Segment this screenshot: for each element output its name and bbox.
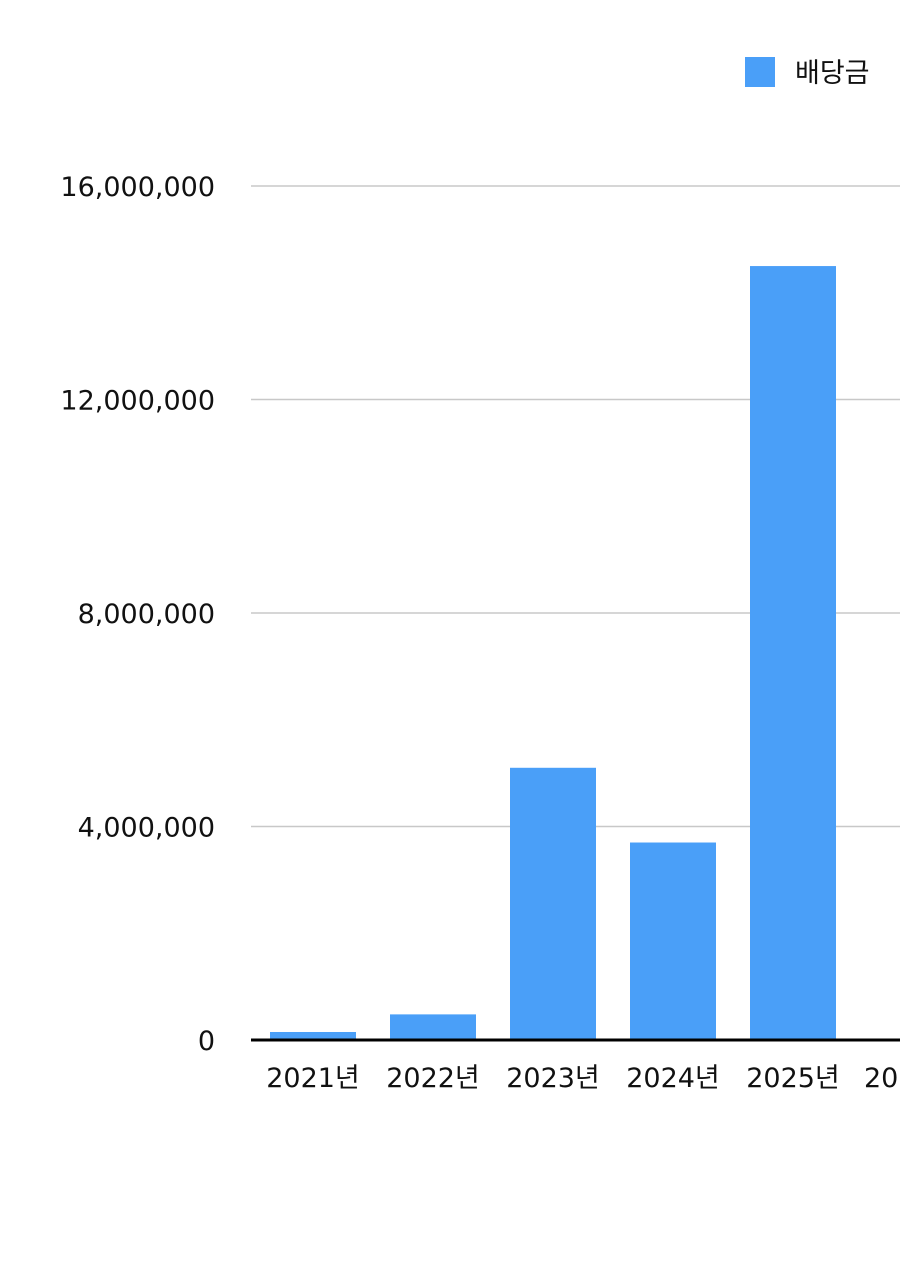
- y-tick-label: 12,000,000: [60, 386, 215, 417]
- y-tick-label: 0: [198, 1026, 215, 1057]
- x-tick-label: 2022년: [386, 1063, 480, 1094]
- bar-2025년: [750, 266, 836, 1040]
- x-tick-label: 2021년: [266, 1063, 360, 1094]
- bar-2023년: [510, 767, 596, 1040]
- bar-2024년: [630, 842, 716, 1040]
- y-tick-label: 8,000,000: [78, 599, 215, 630]
- legend: 배당금: [745, 57, 870, 89]
- x-axis-tick-labels: 2021년 2022년 2023년 2024년 2025년 20: [266, 1063, 898, 1094]
- x-tick-label: 2023년: [506, 1063, 600, 1094]
- legend-swatch-dividend: [745, 57, 775, 87]
- legend-label-dividend: 배당금: [795, 58, 870, 89]
- y-axis-tick-labels: 0 4,000,000 8,000,000 12,000,000 16,000,000: [60, 172, 215, 1057]
- y-tick-label: 16,000,000: [60, 172, 215, 203]
- bar-2022년: [390, 1014, 476, 1040]
- x-tick-label: 20: [864, 1063, 898, 1094]
- x-tick-label: 2025년: [746, 1063, 840, 1094]
- bar-2021년: [270, 1031, 356, 1040]
- x-tick-label: 2024년: [626, 1063, 720, 1094]
- bars: [270, 266, 836, 1040]
- y-tick-label: 4,000,000: [78, 813, 215, 844]
